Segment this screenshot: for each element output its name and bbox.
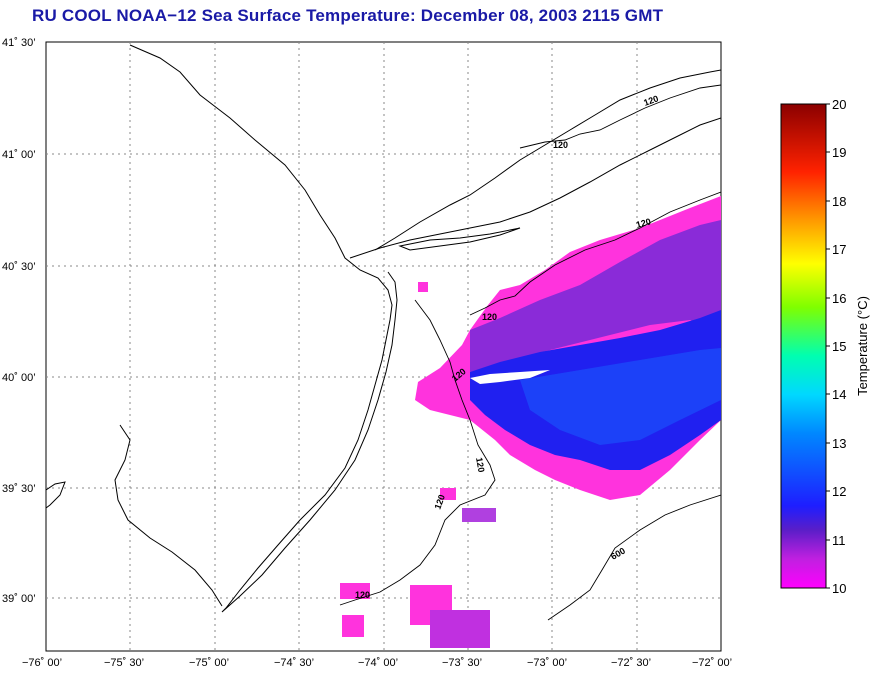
- latitude-labels: 41˚ 30’ 41˚ 00’ 40˚ 30’ 40˚ 00’ 39˚ 30’ …: [2, 37, 36, 605]
- longitude-labels: −76˚ 00’ −75˚ 30’ −75˚ 00’ −74˚ 30’ −74˚…: [22, 657, 732, 669]
- contour-label: 120: [642, 93, 660, 108]
- sst-patch: [462, 508, 496, 522]
- contour-label: 120: [482, 312, 497, 322]
- lon-label: −74˚ 30’: [274, 657, 314, 669]
- lon-label: −75˚ 30’: [104, 657, 144, 669]
- colorbar-tick-label: 14: [832, 387, 846, 402]
- lon-label: −73˚ 30’: [442, 657, 482, 669]
- sst-patch: [440, 488, 456, 500]
- colorbar-tick-label: 15: [832, 339, 846, 354]
- colorbar-gradient: [780, 103, 827, 589]
- colorbar-tick-label: 20: [832, 97, 846, 112]
- sst-purple-zone: [470, 220, 721, 372]
- lat-label: 39˚ 00’: [2, 593, 36, 605]
- lat-label: 39˚ 30’: [2, 483, 36, 495]
- colorbar-tick-label: 12: [832, 484, 846, 499]
- lat-label: 40˚ 30’: [2, 261, 36, 273]
- bathymetry-contours: [339, 84, 721, 621]
- sst-field: [340, 196, 721, 648]
- colorbar-tick-label: 10: [832, 581, 846, 596]
- lon-label: −72˚ 30’: [611, 657, 651, 669]
- contour-label: 120: [432, 493, 447, 511]
- map-title: RU COOL NOAA−12 Sea Surface Temperature:…: [32, 6, 664, 25]
- lon-label: −75˚ 00’: [189, 657, 229, 669]
- lat-label: 41˚ 00’: [2, 149, 36, 161]
- lon-label: −76˚ 00’: [22, 657, 62, 669]
- coastline: [46, 44, 721, 613]
- colorbar-tick-label: 18: [832, 194, 846, 209]
- colorbar-ticks: [826, 103, 830, 589]
- lon-label: −73˚ 00’: [527, 657, 567, 669]
- lon-label: −72˚ 00’: [692, 657, 732, 669]
- colorbar-tick-label: 16: [832, 291, 846, 306]
- lat-label: 41˚ 30’: [2, 37, 36, 49]
- contour-label: 120: [635, 216, 652, 230]
- colorbar: 20 19 18 17 16 15 14 13 12 11 10 Tempera…: [780, 97, 870, 596]
- contour-label: 120: [553, 140, 568, 150]
- graticule: [46, 42, 721, 651]
- lat-label: 40˚ 00’: [2, 372, 36, 384]
- sst-blue-shade: [520, 348, 721, 445]
- sst-patch: [418, 282, 428, 292]
- sst-patch: [340, 583, 370, 599]
- colorbar-tick-label: 11: [832, 533, 846, 548]
- colorbar-title: Temperature (°C): [855, 296, 870, 396]
- contour-label: 120: [474, 457, 486, 474]
- sst-patch: [430, 610, 490, 648]
- colorbar-tick-label: 19: [832, 145, 846, 160]
- colorbar-tick-label: 17: [832, 242, 846, 257]
- lon-label: −74˚ 00’: [358, 657, 398, 669]
- sst-patch: [342, 615, 364, 637]
- contour-label: 120: [355, 590, 370, 600]
- sst-cloud-gap: [470, 370, 550, 384]
- colorbar-tick-label: 13: [832, 436, 846, 451]
